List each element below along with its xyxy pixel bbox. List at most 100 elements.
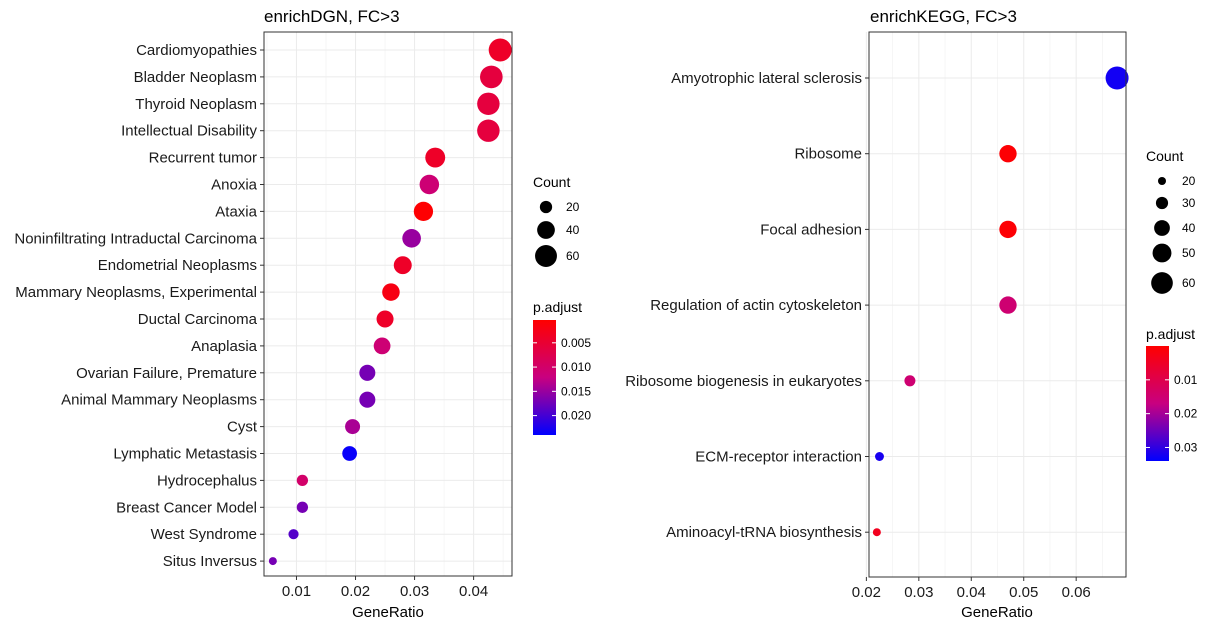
legend-size-key [1155, 196, 1169, 210]
y-tick-label: Focal adhesion [760, 221, 862, 238]
y-tick-label: Animal Mammary Neoplasms [61, 392, 257, 409]
x-tick-label: 0.03 [904, 584, 933, 601]
data-point [345, 419, 361, 435]
data-point [268, 557, 277, 566]
data-point [342, 446, 357, 461]
legend-count-title: Count [1146, 148, 1183, 164]
data-point [999, 145, 1017, 163]
legend-padjust-title: p.adjust [533, 299, 582, 315]
data-point [999, 296, 1017, 314]
y-tick-label: Situs Inversus [163, 553, 257, 570]
data-point [402, 228, 421, 248]
y-tick-label: Amyotrophic lateral sclerosis [671, 70, 862, 87]
plot-grid [264, 32, 512, 576]
y-tick-label: Regulation of actin cytoskeleton [650, 297, 862, 314]
x-axis-ticks: 0.02 0.03 0.04 0.05 0.06 [852, 577, 1091, 601]
data-point [488, 38, 512, 62]
x-tick-label: 0.05 [1009, 584, 1038, 601]
y-axis-labels: Amyotrophic lateral sclerosis Ribosome Foc… [625, 70, 869, 541]
data-point [288, 529, 299, 540]
y-tick-label: West Syndrome [151, 526, 257, 543]
y-tick-label: Mammary Neoplasms, Experimental [15, 284, 257, 301]
legend-size-key [535, 245, 557, 267]
legend-count-title: Count [533, 174, 570, 190]
x-tick-label: 0.04 [459, 583, 488, 600]
x-tick-label: 0.04 [957, 584, 986, 601]
y-tick-label: Noninfiltrating Intraductal Carcinoma [14, 230, 257, 247]
y-tick-label: Thyroid Neoplasm [135, 96, 257, 113]
colorbar [533, 320, 556, 435]
x-tick-label: 0.02 [852, 584, 881, 601]
y-tick-label: Endometrial Neoplasms [98, 257, 257, 274]
colorbar-label: 0.010 [561, 360, 591, 374]
data-point [393, 256, 412, 275]
legend-size-key [1151, 272, 1173, 294]
legend-size-key [1158, 177, 1166, 185]
colorbar [1146, 346, 1169, 461]
colorbar-label: 0.005 [561, 336, 591, 350]
x-tick-label: 0.02 [341, 583, 370, 600]
data-point [875, 452, 884, 461]
x-tick-label: 0.03 [400, 583, 429, 600]
legend-size-label: 50 [1182, 246, 1196, 260]
legend-size-label: 30 [1182, 196, 1196, 210]
data-point [296, 501, 309, 513]
data-point [382, 283, 400, 301]
x-axis-title: GeneRatio [961, 604, 1033, 621]
data-point [480, 65, 503, 89]
data-point [477, 119, 500, 142]
x-axis-title: GeneRatio [352, 604, 424, 621]
panel-enrichdgn: enrichDGN, FC>3 Cardiomyopathies Bladder … [14, 7, 591, 621]
plot-panel-frame [868, 31, 1127, 578]
y-tick-label: Ovarian Failure, Premature [76, 365, 257, 382]
data-point [872, 528, 881, 537]
data-point [425, 147, 446, 168]
x-tick-label: 0.06 [1062, 584, 1091, 601]
chart-title: enrichDGN, FC>3 [264, 7, 400, 26]
y-tick-label: Ductal Carcinoma [138, 311, 258, 328]
legend-size-key [537, 221, 555, 239]
y-tick-label: Ribosome biogenesis in eukaryotes [625, 373, 862, 390]
y-tick-label: Aminoacyl-tRNA biosynthesis [666, 524, 862, 541]
x-axis-ticks: 0.01 0.02 0.03 0.04 [282, 576, 488, 600]
y-tick-label: Hydrocephalus [157, 472, 257, 489]
legend-padjust-title: p.adjust [1146, 326, 1195, 342]
legend-size-key [1154, 220, 1170, 236]
colorbar-label: 0.01 [1174, 373, 1198, 387]
data-point [477, 92, 500, 116]
panel-enrichkegg: enrichKEGG, FC>3 Amyotrophic lateral scl… [625, 7, 1197, 621]
plot-grid [865, 32, 1126, 577]
data-points [268, 38, 512, 566]
data-point [419, 174, 440, 195]
y-tick-label: Intellectual Disability [121, 123, 257, 140]
legend-size-label: 20 [566, 200, 580, 214]
chart-title: enrichKEGG, FC>3 [870, 7, 1017, 26]
y-tick-label: Cardiomyopathies [136, 42, 257, 59]
legend-size-label: 20 [1182, 174, 1196, 188]
colorbar-label: 0.03 [1174, 440, 1198, 454]
y-tick-label: Ataxia [215, 203, 257, 220]
data-point [373, 337, 391, 355]
y-tick-label: Recurrent tumor [149, 150, 257, 167]
y-tick-label: Breast Cancer Model [116, 499, 257, 516]
legend-size-key [1152, 243, 1172, 263]
data-point [359, 364, 376, 381]
data-point [999, 220, 1017, 239]
legend-padjust: p.adjust 0.01 0.02 0.03 [1146, 326, 1198, 461]
plot-panel-frame [263, 31, 513, 577]
data-point [376, 310, 394, 328]
y-tick-label: Anaplasia [191, 338, 258, 355]
y-tick-label: Lymphatic Metastasis [113, 446, 257, 463]
y-tick-label: Ribosome [794, 146, 862, 163]
legend-size-label: 40 [566, 223, 580, 237]
legend-size-label: 60 [1182, 276, 1196, 290]
colorbar-label: 0.020 [561, 409, 591, 423]
data-point [1105, 66, 1129, 90]
data-points [872, 66, 1129, 537]
data-point [296, 474, 309, 487]
legend-count: Count 20 30 40 50 60 [1146, 148, 1196, 294]
legend-padjust: p.adjust 0.005 0.010 0.015 0.020 [533, 299, 591, 435]
y-tick-label: Bladder Neoplasm [134, 69, 257, 86]
legend-size-label: 60 [566, 249, 580, 263]
data-point [904, 375, 916, 387]
